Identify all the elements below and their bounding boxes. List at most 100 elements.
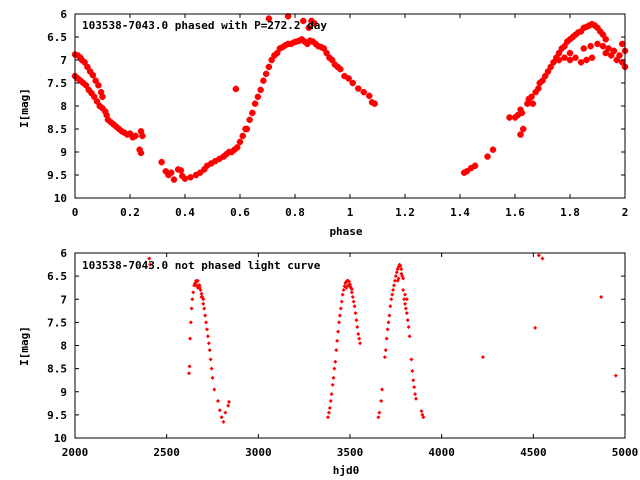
data-point — [572, 31, 579, 38]
data-point — [326, 410, 331, 415]
data-point — [331, 375, 336, 380]
data-point — [121, 129, 128, 136]
data-point — [550, 59, 557, 66]
data-point — [137, 149, 145, 157]
data-point — [407, 334, 412, 339]
data-point — [304, 40, 311, 48]
data-point — [107, 118, 114, 126]
data-point — [165, 171, 172, 179]
data-point — [399, 267, 404, 272]
data-point — [471, 162, 479, 169]
phased-y-tick-label: 6 — [60, 8, 67, 21]
data-point — [327, 405, 332, 410]
data-point — [594, 40, 601, 48]
data-point — [489, 146, 497, 153]
data-point — [201, 166, 208, 173]
data-point — [265, 15, 273, 22]
data-point — [525, 95, 532, 103]
data-point — [580, 45, 587, 52]
data-point — [344, 285, 349, 290]
data-point — [553, 54, 560, 61]
data-point — [249, 109, 256, 117]
data-point — [404, 297, 409, 302]
data-point — [99, 93, 106, 100]
phased-x-tick-label: 0.6 — [230, 206, 250, 219]
data-point — [511, 114, 519, 121]
unphased-x-tick-label: 3000 — [245, 446, 272, 459]
data-point — [234, 144, 241, 151]
data-point — [147, 256, 152, 261]
data-point — [74, 75, 81, 82]
data-point — [577, 28, 585, 35]
data-point — [377, 410, 382, 415]
data-point — [323, 49, 330, 57]
phased-x-tick-label: 0.8 — [285, 206, 305, 219]
data-point — [95, 82, 102, 89]
data-point — [566, 36, 574, 43]
data-point — [561, 43, 568, 50]
unphased-x-tick-label: 2000 — [62, 446, 89, 459]
data-point — [339, 299, 344, 304]
data-point — [309, 38, 317, 45]
data-point — [205, 334, 210, 339]
data-point — [103, 112, 110, 119]
data-point — [335, 338, 340, 343]
data-point — [223, 410, 228, 415]
unphased-y-axis-label: I[mag] — [18, 326, 31, 366]
phased-y-tick-label: 8.5 — [47, 123, 67, 136]
data-point — [78, 56, 86, 64]
data-point — [257, 86, 264, 94]
phased-x-tick-label: 0.2 — [120, 206, 140, 219]
data-point — [572, 54, 579, 61]
data-point — [410, 368, 415, 373]
data-point — [236, 138, 244, 146]
data-point — [338, 306, 343, 311]
data-point — [406, 325, 411, 329]
data-point — [401, 288, 406, 292]
data-point — [330, 382, 335, 387]
data-point — [162, 168, 169, 175]
data-point — [561, 54, 568, 61]
data-point — [402, 297, 407, 302]
data-point — [597, 28, 604, 35]
data-point — [113, 123, 120, 130]
data-point — [137, 128, 145, 135]
data-point — [340, 292, 345, 297]
data-point — [403, 301, 407, 306]
data-point — [210, 375, 215, 380]
data-point — [216, 155, 223, 163]
data-point — [388, 304, 393, 309]
unphased-x-tick-label: 4500 — [520, 446, 547, 459]
data-point — [566, 56, 574, 64]
data-point — [555, 56, 563, 64]
phased-x-tick-label: 1.8 — [560, 206, 580, 219]
data-point — [336, 329, 341, 334]
data-point — [77, 77, 84, 84]
data-point — [203, 162, 211, 169]
data-point — [396, 276, 401, 281]
unphased-y-tick-label: 9 — [60, 386, 67, 399]
data-point — [613, 373, 618, 378]
phased-x-tick-label: 0 — [72, 206, 79, 219]
data-point — [419, 409, 424, 414]
data-point — [334, 63, 341, 71]
data-point — [382, 355, 387, 360]
unphased-y-tick-label: 6 — [60, 247, 67, 260]
data-point — [251, 100, 259, 107]
data-point — [518, 109, 526, 117]
data-point — [613, 56, 620, 64]
data-point — [187, 371, 192, 376]
data-point — [311, 20, 318, 27]
data-point — [91, 93, 98, 100]
data-point — [398, 263, 403, 268]
data-point — [403, 292, 407, 297]
data-point — [331, 61, 339, 68]
data-point — [197, 283, 202, 288]
unphased-y-ticks: 6 6.5 7 7.5 8 8.5 9 9.5 10 — [47, 247, 625, 445]
phased-y-tick-label: 7.5 — [47, 77, 67, 90]
data-point — [421, 415, 426, 420]
data-point — [273, 49, 281, 57]
data-point — [89, 71, 97, 79]
phased-x-tick-label: 1.4 — [450, 206, 470, 219]
data-point — [390, 292, 395, 297]
